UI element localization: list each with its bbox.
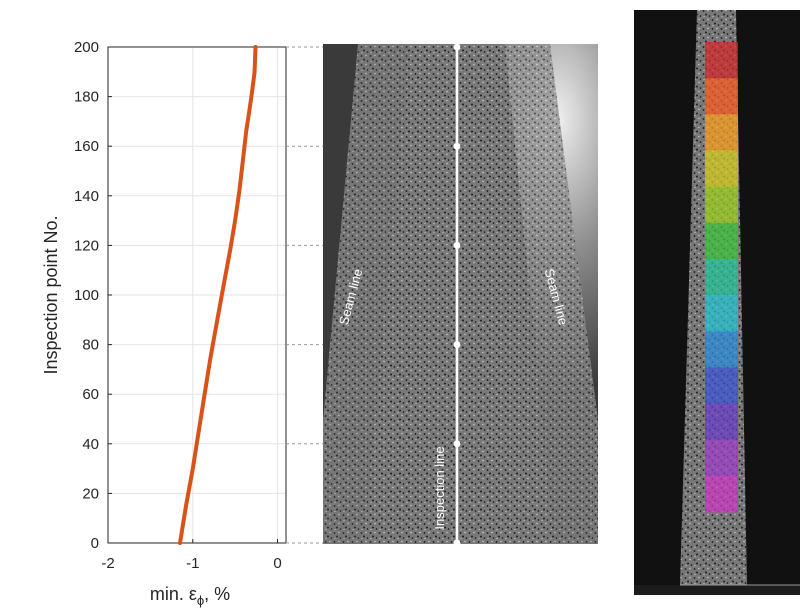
inspection-points	[453, 43, 461, 547]
y-tick-label: 200	[74, 39, 99, 56]
y-tick-label: 120	[74, 237, 99, 254]
y-axis-ticks: 0 20 40 60 80 100 120 140 160 180 200	[74, 39, 112, 552]
strain-chart: 0 20 40 60 80 100 120 140 160 180 200 -2 -1 0 Inspec…	[41, 39, 287, 608]
x-tick-label: 0	[273, 555, 281, 572]
strain-band	[705, 114, 738, 151]
strain-map-photo	[634, 10, 800, 595]
x-axis-title-main: min. ε	[150, 584, 197, 604]
specimen-shade	[363, 44, 555, 544]
y-tick-label: 0	[91, 535, 99, 552]
y-tick-label: 80	[82, 337, 99, 354]
y-tick-label: 140	[74, 188, 99, 205]
inspection-line-label: Inspection line	[432, 446, 447, 529]
strain-band	[705, 186, 738, 224]
inspection-point	[453, 142, 461, 150]
strain-band	[705, 331, 738, 368]
strain-band	[705, 222, 738, 260]
y-tick-label: 100	[74, 287, 99, 304]
inspection-point	[453, 43, 461, 51]
inspection-point	[453, 440, 461, 448]
strain-map-base	[634, 585, 800, 595]
y-tick-label: 20	[82, 485, 99, 502]
left-seam-strip	[323, 44, 408, 544]
y-tick-label: 160	[74, 138, 99, 155]
strain-band	[705, 150, 738, 188]
strain-band	[705, 439, 738, 477]
strain-band	[705, 295, 738, 332]
strain-bands	[705, 42, 738, 513]
strain-band	[705, 258, 738, 296]
x-axis-title-unit: , %	[204, 584, 230, 604]
x-axis-title-subscript: ϕ	[197, 593, 204, 608]
y-tick-label: 40	[82, 436, 99, 453]
inspection-point	[453, 341, 461, 349]
strain-band	[705, 403, 738, 441]
strain-band	[705, 78, 738, 115]
y-tick-label: 60	[82, 386, 99, 403]
series-line	[178, 45, 258, 545]
strain-band	[705, 475, 738, 513]
right-seam-strip	[505, 44, 598, 544]
specimen-photo: Seam line Seam line Inspection line	[323, 43, 598, 547]
x-axis-title: min. εϕ, %	[150, 584, 230, 608]
inspection-point	[453, 241, 461, 249]
specimen-surface	[363, 44, 555, 544]
x-axis-ticks: -2 -1 0	[101, 539, 282, 572]
x-tick-label: -2	[101, 555, 114, 572]
inspection-point	[453, 539, 461, 547]
strain-band	[705, 367, 738, 405]
x-tick-label: -1	[186, 555, 199, 572]
series-group	[178, 45, 258, 545]
y-axis-title: Inspection point No.	[41, 215, 61, 374]
y-tick-label: 180	[74, 89, 99, 106]
strain-band	[705, 42, 738, 79]
